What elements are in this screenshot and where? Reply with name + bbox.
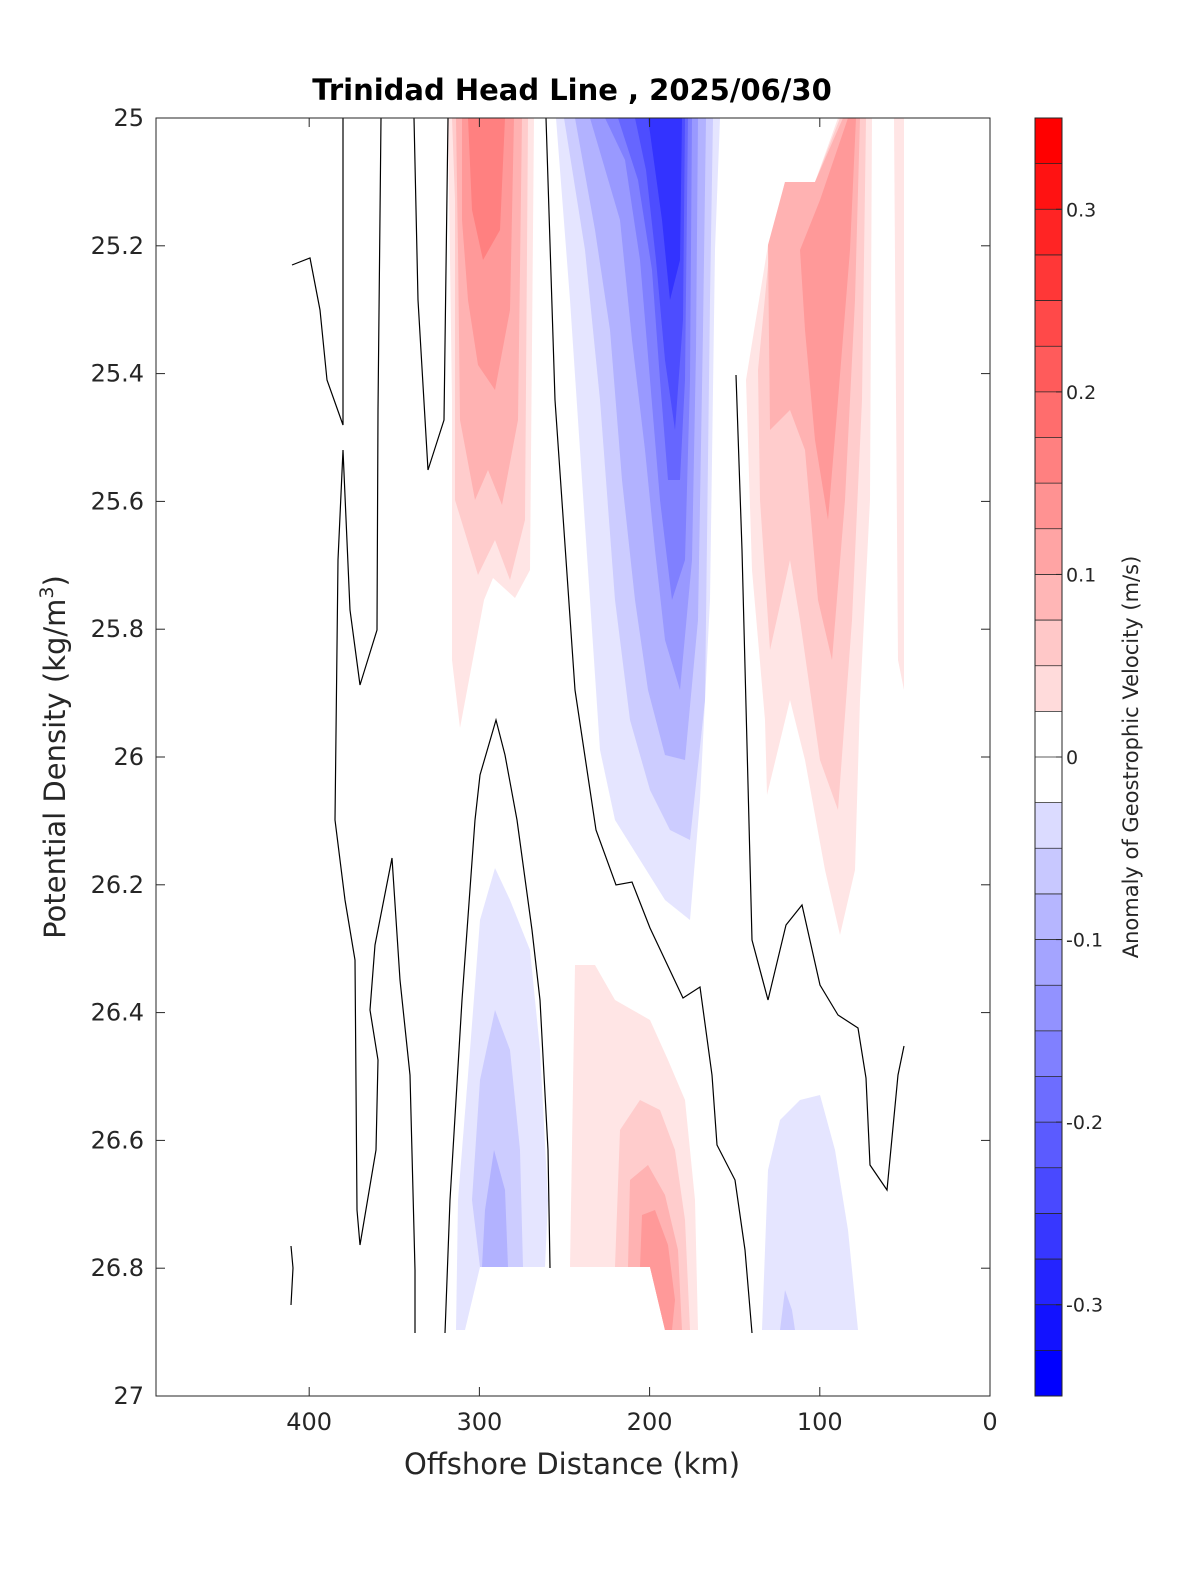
y-tick-label: 25.2 (91, 232, 144, 260)
colorbar-segment (1035, 1030, 1062, 1077)
colorbar-segment (1035, 300, 1062, 347)
colorbar-segment (1035, 893, 1062, 941)
y-tick-label: 26.6 (91, 1126, 144, 1154)
filled-region-positive-2-l5 (894, 118, 904, 690)
y-tick-label: 26.4 (91, 999, 144, 1027)
chart-title: Trinidad Head Line , 2025/06/30 (312, 73, 832, 107)
x-tick-label: 100 (797, 1408, 843, 1436)
y-tick-label: 26.8 (91, 1254, 144, 1282)
y-tick-label: 26.2 (91, 871, 144, 899)
y-axis-label-main: Potential Density (kg/m (38, 599, 72, 939)
colorbar-tick-label: -0.1 (1066, 930, 1103, 952)
zero-contour-line (334, 118, 416, 1333)
filled-region-positive-2-l4 (800, 118, 856, 520)
zero-contour-line (413, 118, 449, 471)
colorbar-segment (1035, 391, 1062, 438)
colorbar-segment (1035, 757, 1062, 804)
filled-region-positive-3-l4 (640, 1210, 675, 1330)
colorbar-tick-label: 0 (1066, 747, 1078, 769)
x-tick-label: 200 (627, 1408, 673, 1436)
zero-contour-line (545, 118, 753, 1334)
colorbar-tick-label: 0.2 (1066, 382, 1096, 404)
colorbar-ticks: 0.3 0.2 0.1 0 -0.1 -0.2 -0.3 (1056, 199, 1103, 1317)
y-tick-label: 26 (113, 743, 144, 771)
y-tick-label: 25 (113, 104, 144, 132)
colorbar-segment (1035, 848, 1062, 895)
colorbar-segment (1035, 1259, 1062, 1306)
filled-region-negative-1-l8 (648, 118, 682, 300)
colorbar-segment (1035, 437, 1062, 484)
y-tick-label: 27 (113, 1382, 144, 1410)
colorbar-segment (1035, 1122, 1062, 1169)
filled-region-negative-3-l2 (780, 1290, 795, 1330)
colorbar-segment (1035, 711, 1062, 758)
colorbar-segment (1035, 620, 1062, 667)
colorbar-segment (1035, 1304, 1062, 1351)
colorbar-segment (1035, 254, 1062, 302)
zero-contour-line (291, 118, 344, 426)
x-axis: 400 300 200 100 0 (286, 118, 998, 1436)
colorbar-segment (1035, 574, 1062, 621)
filled-region-positive-1-l5 (468, 118, 505, 260)
zero-contour-line (735, 374, 905, 1192)
y-axis-label: Potential Density (kg/m3) (36, 575, 72, 939)
colorbar-segment (1035, 528, 1062, 575)
x-tick-label: 0 (982, 1408, 997, 1436)
filled-contours (448, 118, 904, 1330)
filled-region-negative-2-l3 (482, 1150, 508, 1267)
colorbar-segment (1035, 209, 1062, 256)
colorbar-tick-label: -0.3 (1066, 1295, 1103, 1317)
colorbar-segment (1035, 346, 1062, 393)
zero-contour-line (444, 717, 551, 1334)
colorbar-segment (1035, 1167, 1062, 1214)
y-tick-label: 25.8 (91, 615, 144, 643)
colorbar (1034, 117, 1063, 1397)
colorbar-segment (1035, 1213, 1062, 1260)
colorbar-segment (1035, 163, 1062, 210)
y-axis-label-close: ) (38, 575, 72, 586)
zero-contour-line (290, 1245, 294, 1306)
colorbar-segment (1035, 1076, 1062, 1123)
y-tick-label: 25.6 (91, 487, 144, 515)
colorbar-tick-label: 0.1 (1066, 564, 1096, 586)
zero-contours (290, 118, 905, 1334)
y-axis: 25 25.2 25.4 25.6 25.8 26 26.2 26.4 26.6 26.8 27 (91, 104, 990, 1410)
colorbar-tick-label: -0.2 (1066, 1112, 1103, 1134)
colorbar-segment (1035, 118, 1062, 165)
colorbar-segment (1035, 985, 1062, 1032)
y-tick-label: 25.4 (91, 360, 144, 388)
colorbar-segment (1035, 1350, 1062, 1397)
colorbar-segment (1035, 939, 1062, 986)
colorbar-segment (1035, 665, 1062, 712)
colorbar-segment (1035, 483, 1062, 530)
y-axis-label-superscript: 3 (36, 586, 58, 598)
colorbar-tick-label: 0.3 (1066, 199, 1096, 221)
colorbar-label: Anomaly of Geostrophic Velocity (m/s) (1119, 556, 1143, 959)
filled-region-negative-3 (762, 1095, 858, 1330)
x-axis-label: Offshore Distance (km) (404, 1447, 740, 1481)
filled-region-negative-2-l2 (472, 1010, 523, 1267)
x-tick-label: 300 (456, 1408, 502, 1436)
colorbar-segment (1035, 802, 1062, 849)
x-tick-label: 400 (286, 1408, 332, 1436)
